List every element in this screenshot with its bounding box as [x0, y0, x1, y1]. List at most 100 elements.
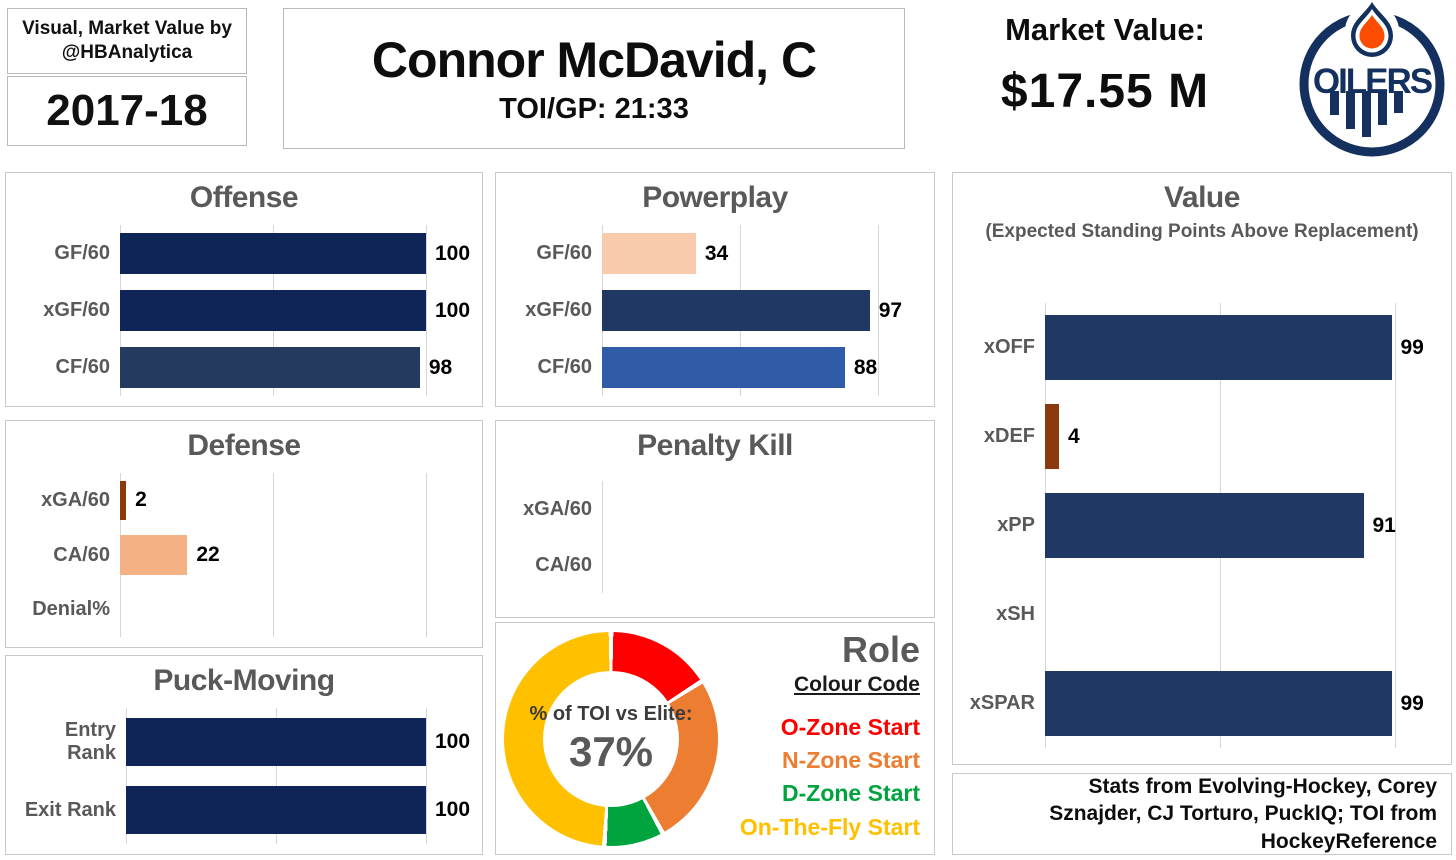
- penalty_kill-row-xGA/60: xGA/60: [506, 481, 926, 537]
- bar-track: 88: [602, 339, 878, 396]
- bar-track: 34: [602, 225, 878, 282]
- value-row-xSH: xSH: [963, 570, 1443, 659]
- credit-box: Visual, Market Value by @HBAnalytica: [7, 8, 247, 74]
- bar: [126, 785, 426, 835]
- market-value-block: Market Value: $17.55 M: [930, 12, 1280, 119]
- bar-value-label: 99: [1400, 691, 1424, 715]
- bar-value-label: 2: [135, 488, 147, 512]
- bar-track: 4: [1045, 392, 1395, 481]
- bar-value-label: 34: [704, 241, 729, 265]
- value-row-xSPAR: xSPAR 99: [963, 659, 1443, 748]
- offense-row-xGF/60: xGF/60 100: [16, 282, 474, 339]
- player-name-box: Connor McDavid, C TOI/GP: 21:33: [283, 8, 905, 149]
- grid-line: [272, 473, 274, 637]
- value-chart-title: Value: [1164, 181, 1240, 214]
- category-label: CA/60: [535, 553, 592, 576]
- category-label: xPP: [997, 514, 1035, 536]
- stats-credit-text: Stats from Evolving-Hockey, Corey Sznajd…: [1049, 775, 1437, 853]
- grid-line: [425, 473, 427, 637]
- bar-value-label: 22: [196, 543, 220, 566]
- penalty-kill-chart-body: xGA/60 CA/60: [506, 481, 926, 593]
- bar: [602, 232, 696, 274]
- defense-row-xGA/60: xGA/60 2: [16, 473, 474, 528]
- category-label: xDEF: [983, 425, 1035, 447]
- bar: [120, 232, 426, 274]
- role-donut-chart: % of TOI vs Elite: 37%: [504, 632, 718, 846]
- category-label: Exit Rank: [24, 798, 116, 821]
- bar: [120, 346, 420, 388]
- penalty-kill-chart-title: Penalty Kill: [637, 429, 793, 462]
- puck-moving-chart-body: Entry Rank 100 Exit Rank 100: [16, 708, 474, 844]
- bar: [1045, 493, 1364, 558]
- grid-line: [275, 708, 277, 844]
- bar-track: [602, 537, 878, 593]
- offense-row-CF/60: CF/60 98: [16, 339, 474, 396]
- category-label: xGA/60: [523, 497, 592, 520]
- grid-line: [425, 225, 427, 396]
- penalty_kill-row-CA/60: CA/60: [506, 537, 926, 593]
- season-box: 2017-18: [7, 76, 247, 146]
- defense-row-Denial%: Denial%: [16, 582, 474, 637]
- value-chart-body: xOFF 99 xDEF 4 xPP 91 xSH xSPAR 99: [963, 303, 1443, 748]
- value-row-xOFF: xOFF 99: [963, 303, 1443, 392]
- bar-track: 98: [120, 339, 452, 396]
- player-toi: TOI/GP: 21:33: [499, 93, 689, 125]
- puck_moving-gridlines: [125, 708, 427, 844]
- stats-credit-box: Stats from Evolving-Hockey, Corey Sznajd…: [952, 773, 1452, 855]
- bar-value-label: 91: [1372, 513, 1396, 537]
- penalty_kill-gridlines: [601, 481, 878, 593]
- value-chart-subtitle: (Expected Standing Points Above Replacem…: [985, 221, 1419, 242]
- market-value-amount: $17.55 M: [1000, 65, 1210, 118]
- bar: [126, 717, 426, 767]
- category-label: xGF/60: [525, 299, 592, 321]
- bar-value-label: 88: [853, 355, 878, 379]
- role-header: Role Colour Code: [720, 629, 920, 697]
- penalty-kill-chart-panel: Penalty Kill xGA/60 CA/60: [495, 420, 935, 618]
- bar: [120, 480, 127, 520]
- bar-value-label: 97: [878, 298, 903, 322]
- bar-track: [1045, 570, 1395, 659]
- bar-value-label: 100: [435, 298, 471, 322]
- grid-line: [1394, 303, 1396, 748]
- role-legend: O-Zone Start N-Zone Start D-Zone Start On-T…: [660, 711, 920, 844]
- powerplay-chart-title: Powerplay: [642, 181, 788, 214]
- defense-row-CA/60: CA/60 22: [16, 528, 474, 583]
- bar: [602, 289, 870, 331]
- oilers-logo-svg: OILERS: [1299, 2, 1445, 157]
- offense-chart-title: Offense: [189, 181, 299, 214]
- grid-line: [877, 225, 879, 396]
- puck_moving-row-Exit Rank: Exit Rank 100: [16, 776, 474, 844]
- bar: [1045, 404, 1059, 469]
- offense-chart-panel: Offense GF/60 100 xGF/60 100 CF/60 98: [5, 172, 483, 407]
- category-label: GF/60: [54, 242, 110, 264]
- category-label: xOFF: [983, 336, 1035, 358]
- bar-track: 100: [126, 708, 470, 776]
- bar: [602, 346, 845, 388]
- grid-line: [425, 708, 427, 844]
- bar-track: [602, 481, 878, 537]
- puck_moving-row-Entry Rank: Entry Rank 100: [16, 708, 474, 776]
- oilers-logo: OILERS: [1294, 1, 1450, 157]
- bar-value-label: 100: [435, 730, 471, 753]
- colour-code-label: Colour Code: [794, 673, 920, 696]
- category-label: xSPAR: [969, 692, 1035, 714]
- powerplay-row-GF/60: GF/60 34: [506, 225, 926, 282]
- bar-track: 99: [1045, 659, 1424, 748]
- bar-track: 100: [120, 225, 470, 282]
- category-label: xGF/60: [43, 299, 110, 321]
- bar: [120, 535, 188, 575]
- bar-track: 97: [602, 282, 902, 339]
- defense-chart-title: Defense: [187, 429, 301, 462]
- bar-track: 91: [1045, 481, 1396, 570]
- powerplay-row-CF/60: CF/60 88: [506, 339, 926, 396]
- player-name: Connor McDavid, C: [371, 32, 817, 88]
- value-row-xPP: xPP 91: [963, 481, 1443, 570]
- puck-moving-chart-title: Puck-Moving: [153, 664, 335, 697]
- offense-chart-body: GF/60 100 xGF/60 100 CF/60 98: [16, 225, 474, 396]
- bar: [120, 289, 426, 331]
- grid-line: [601, 481, 603, 593]
- role-panel: % of TOI vs Elite: 37% Role Colour Code …: [495, 622, 935, 855]
- bar-track: 2: [120, 473, 426, 528]
- powerplay-row-xGF/60: xGF/60 97: [506, 282, 926, 339]
